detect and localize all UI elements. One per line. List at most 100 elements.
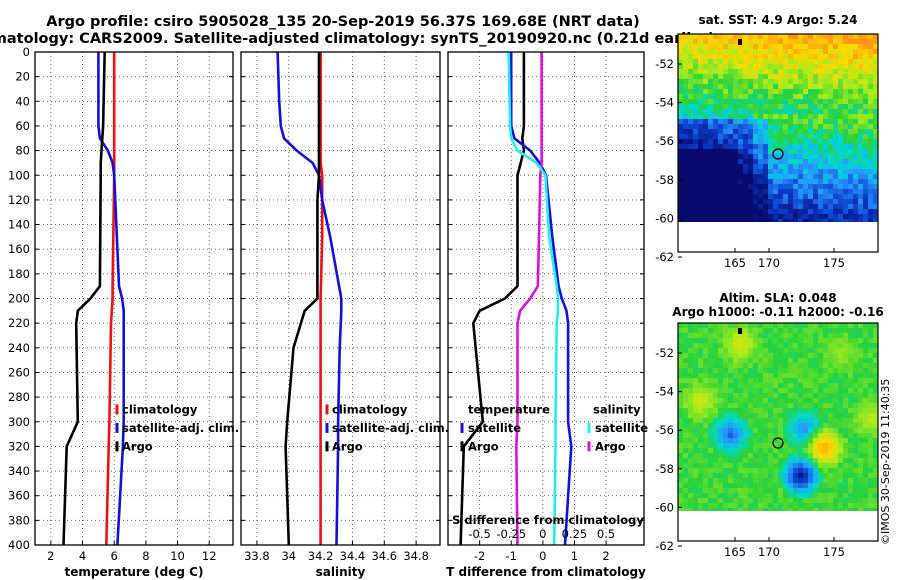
map-cell — [743, 358, 749, 364]
map-cell — [868, 463, 874, 469]
map-cell — [848, 463, 854, 469]
map-cell — [873, 328, 879, 334]
map-cell — [763, 164, 769, 170]
difference-panel: -2 -1 0 1 2T difference from climatologytemp… — [446, 51, 648, 579]
map-cell — [793, 333, 799, 339]
map-cell — [863, 398, 869, 404]
map-cell — [728, 64, 734, 70]
map-cell — [863, 433, 869, 439]
map-cell — [703, 363, 709, 369]
map-cell — [778, 343, 784, 349]
map-cell — [688, 209, 694, 215]
map-lat-label: -54 — [655, 96, 674, 110]
map-cell — [693, 378, 699, 384]
map-cell — [783, 448, 789, 454]
map-cell — [823, 443, 829, 449]
map-cell — [743, 194, 749, 200]
map-cell — [833, 433, 839, 439]
map-cell — [843, 383, 849, 389]
map-cell — [853, 154, 859, 160]
map-cell — [848, 34, 854, 40]
map-cell — [713, 413, 719, 419]
map-cell — [833, 353, 839, 359]
map-cell — [728, 388, 734, 394]
map-cell — [803, 144, 809, 150]
map-cell — [743, 508, 749, 514]
map-cell — [873, 174, 879, 180]
map-cell — [713, 508, 719, 514]
map-cell — [763, 199, 769, 205]
map-cell — [813, 129, 819, 135]
map-cell — [678, 34, 684, 40]
map-cell — [768, 174, 774, 180]
map-cell — [743, 503, 749, 509]
map-cell — [708, 49, 714, 55]
map-cell — [708, 139, 714, 145]
map-cell — [843, 388, 849, 394]
map-cell — [743, 219, 749, 225]
map-cell — [708, 149, 714, 155]
map-cell — [793, 348, 799, 354]
map-cell — [808, 488, 814, 494]
map-cell — [778, 443, 784, 449]
map-cell — [688, 333, 694, 339]
map-cell — [723, 144, 729, 150]
map-cell — [838, 84, 844, 90]
map-cell — [713, 179, 719, 185]
map-cell — [808, 194, 814, 200]
map-cell — [823, 343, 829, 349]
map-cell — [763, 74, 769, 80]
map-cell — [768, 134, 774, 140]
map-cell — [678, 343, 684, 349]
map-cell — [738, 418, 744, 424]
map-cell — [683, 74, 689, 80]
map-cell — [778, 174, 784, 180]
map-cell — [848, 84, 854, 90]
map-cell — [853, 498, 859, 504]
map-cell — [678, 373, 684, 379]
map-cell — [868, 89, 874, 95]
map-cell — [823, 383, 829, 389]
map-cell — [853, 59, 859, 65]
map-cell — [768, 338, 774, 344]
map-cell — [823, 418, 829, 424]
map-cell — [713, 503, 719, 509]
map-cell — [738, 184, 744, 190]
map-cell — [688, 418, 694, 424]
map-cell — [733, 174, 739, 180]
map-cell — [848, 443, 854, 449]
map-cell — [813, 179, 819, 185]
map-cell — [808, 403, 814, 409]
map-cell — [763, 478, 769, 484]
map-cell — [723, 74, 729, 80]
map-lat-label: -52 — [655, 346, 674, 360]
map-cell — [768, 34, 774, 40]
map-cell — [768, 119, 774, 125]
map-cell — [868, 378, 874, 384]
map-cell — [863, 214, 869, 220]
map-cell — [833, 149, 839, 155]
map-cell — [853, 99, 859, 105]
map-cell — [808, 353, 814, 359]
map-cell — [733, 478, 739, 484]
map-cell — [838, 104, 844, 110]
map-cell — [748, 119, 754, 125]
map-cell — [783, 378, 789, 384]
map-cell — [813, 124, 819, 130]
map-cell — [678, 69, 684, 75]
map-cell — [708, 353, 714, 359]
map-cell — [688, 448, 694, 454]
map-cell — [788, 473, 794, 479]
x-tick-label: -1 — [505, 549, 516, 563]
map-cell — [843, 453, 849, 459]
map-cell — [853, 483, 859, 489]
map-cell — [753, 184, 759, 190]
map-cell — [798, 448, 804, 454]
map-cell — [818, 44, 824, 50]
map-cell — [723, 393, 729, 399]
map-cell — [788, 34, 794, 40]
map-cell — [793, 493, 799, 499]
map-cell — [793, 338, 799, 344]
map-cell — [813, 109, 819, 115]
map-cell — [688, 79, 694, 85]
